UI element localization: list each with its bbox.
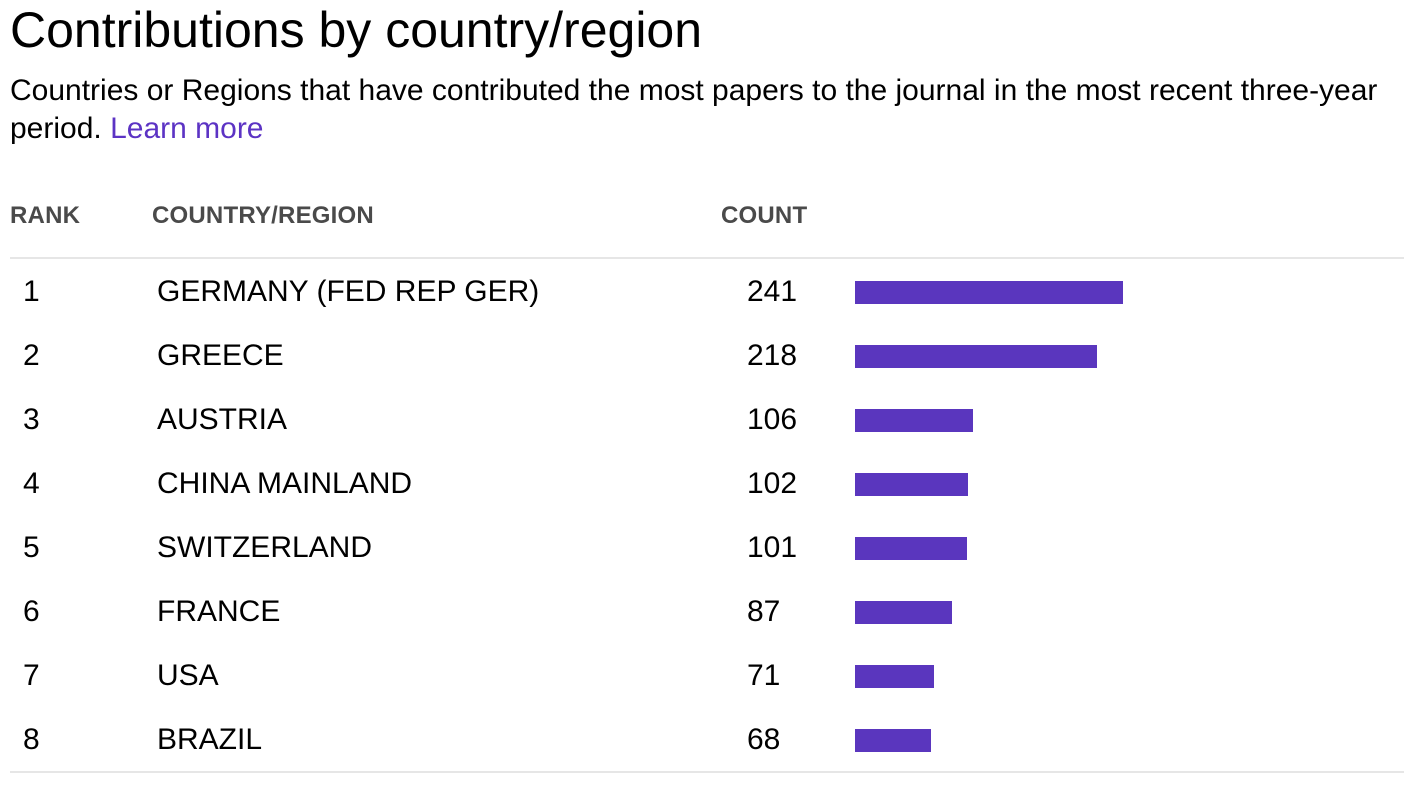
column-header-count[interactable]: COUNT (721, 202, 808, 229)
count-cell: 71 (747, 659, 781, 692)
table-header-divider (10, 257, 1404, 259)
count-cell: 87 (747, 595, 781, 628)
description-text: Countries or Regions that have contribut… (10, 74, 1378, 145)
rank-cell: 2 (23, 339, 40, 372)
country-cell: GREECE (157, 339, 284, 372)
rank-cell: 7 (23, 659, 40, 692)
count-bar (855, 665, 934, 688)
count-bar (855, 729, 931, 752)
count-bar (855, 473, 968, 496)
count-bar (855, 345, 1097, 368)
count-bar (855, 281, 1123, 304)
rank-cell: 4 (23, 467, 40, 500)
rank-cell: 3 (23, 403, 40, 436)
country-cell: GERMANY (FED REP GER) (157, 275, 540, 308)
country-cell: FRANCE (157, 595, 281, 628)
count-cell: 218 (747, 339, 798, 372)
rank-cell: 1 (23, 275, 40, 308)
count-cell: 102 (747, 467, 798, 500)
count-cell: 241 (747, 275, 798, 308)
column-header-country[interactable]: COUNTRY/REGION (152, 202, 374, 229)
country-cell: USA (157, 659, 219, 692)
country-cell: SWITZERLAND (157, 531, 373, 564)
count-bar (855, 601, 952, 624)
rank-cell: 5 (23, 531, 40, 564)
page-title: Contributions by country/region (10, 2, 703, 58)
count-cell: 106 (747, 403, 798, 436)
learn-more-link[interactable]: Learn more (110, 112, 264, 145)
count-cell: 101 (747, 531, 798, 564)
rank-cell: 6 (23, 595, 40, 628)
table-bottom-divider (10, 771, 1404, 773)
rank-cell: 8 (23, 723, 40, 756)
column-header-rank[interactable]: RANK (10, 202, 81, 229)
count-bar (855, 409, 973, 432)
country-cell: BRAZIL (157, 723, 263, 756)
page-description: Countries or Regions that have contribut… (10, 72, 1400, 148)
country-cell: CHINA MAINLAND (157, 467, 413, 500)
count-cell: 68 (747, 723, 781, 756)
count-bar (855, 537, 967, 560)
country-cell: AUSTRIA (157, 403, 288, 436)
